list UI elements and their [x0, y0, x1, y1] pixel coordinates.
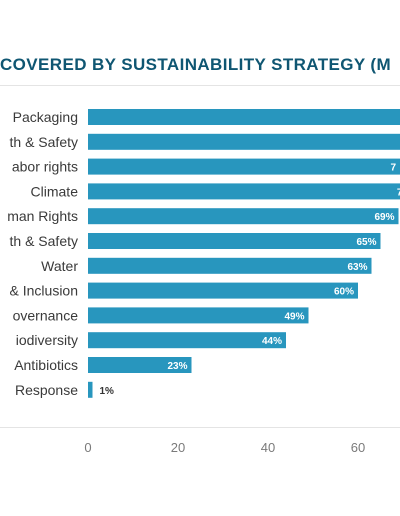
category-label: Climate	[31, 183, 79, 199]
bar	[88, 257, 372, 274]
data-label: 60%	[334, 287, 354, 298]
category-label: & Inclusion	[10, 283, 78, 299]
bar	[88, 109, 400, 125]
chart-title: COVERED BY SUSTAINABILITY STRATEGY (M	[0, 55, 392, 74]
category-label: th & Safety	[10, 134, 78, 150]
data-label: 72	[397, 187, 400, 198]
data-label: 65%	[356, 237, 376, 248]
x-tick-label: 40	[261, 440, 275, 455]
category-label: man Rights	[7, 208, 78, 224]
category-label: Water	[41, 258, 78, 274]
category-label: abor rights	[12, 159, 78, 175]
data-label: 49%	[284, 311, 304, 322]
bar	[88, 381, 93, 398]
data-label: 69%	[374, 212, 394, 223]
bar	[88, 307, 309, 324]
category-label: th & Safety	[10, 233, 78, 249]
data-label: 63%	[347, 262, 367, 273]
x-tick-label: 20	[171, 440, 185, 455]
category-label: Antibiotics	[14, 357, 78, 373]
category-label: Packaging	[13, 109, 78, 125]
bar	[88, 208, 399, 225]
data-label: 1%	[100, 386, 115, 397]
bar	[88, 158, 400, 175]
x-tick-label: 0	[84, 440, 91, 455]
bar	[88, 357, 192, 373]
data-label: 23%	[167, 361, 187, 372]
bar	[88, 282, 358, 299]
bar	[88, 233, 381, 249]
bar	[88, 332, 286, 349]
category-label: Response	[15, 382, 78, 398]
category-label: iodiversity	[16, 332, 78, 348]
x-tick-label: 60	[351, 440, 365, 455]
bar	[88, 183, 400, 200]
data-label: 7	[390, 163, 396, 174]
title-divider	[0, 85, 400, 86]
bar	[88, 133, 400, 150]
data-label: 44%	[262, 336, 282, 347]
axis-divider	[0, 427, 400, 428]
category-label: overnance	[13, 307, 79, 323]
